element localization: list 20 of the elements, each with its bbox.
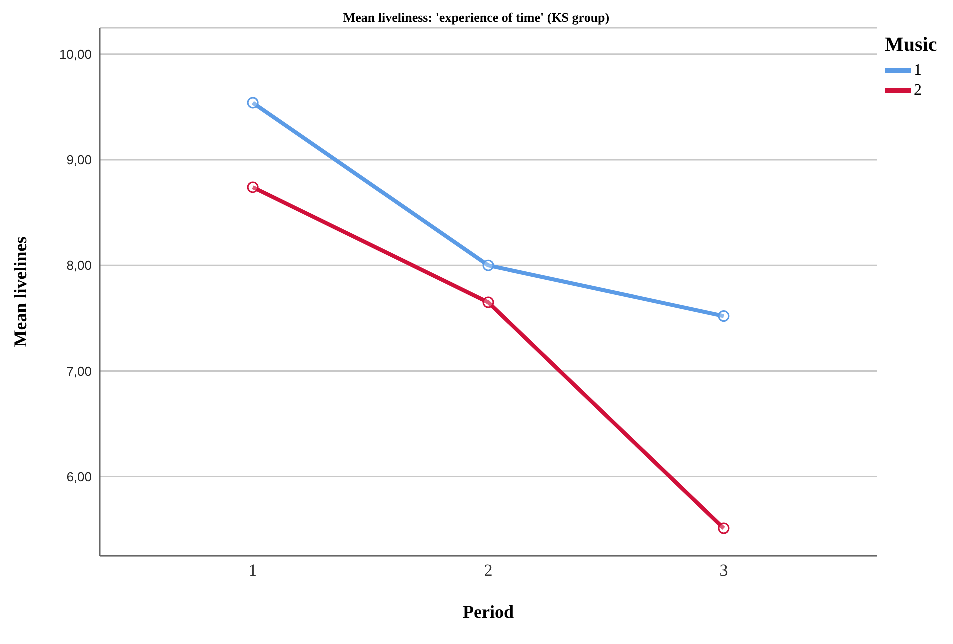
point (718, 310, 730, 322)
legend-label: 2 (914, 82, 922, 100)
y-axis-title: Mean livelines (10, 236, 30, 348)
point (482, 296, 494, 308)
y-tick-label: 6,00 (66, 469, 92, 484)
y-tick-label: 9,00 (66, 152, 92, 168)
point (482, 260, 494, 272)
point (718, 522, 730, 534)
y-tick-label: 10,00 (59, 47, 92, 62)
x-tick-label: 1 (248, 561, 258, 580)
point (247, 97, 259, 109)
chart-title: Mean liveliness: 'experience of time' (KS group) (342, 10, 611, 26)
point (247, 182, 259, 194)
legend-title: Music (885, 34, 938, 57)
x-tick-label: 3 (720, 561, 728, 580)
legend-label: 1 (914, 62, 922, 80)
x-tick-label: 2 (484, 561, 493, 580)
x-axis-title: Period (463, 602, 514, 622)
y-tick-label: 8,00 (66, 258, 92, 274)
y-tick-label: 7,00 (66, 364, 92, 379)
